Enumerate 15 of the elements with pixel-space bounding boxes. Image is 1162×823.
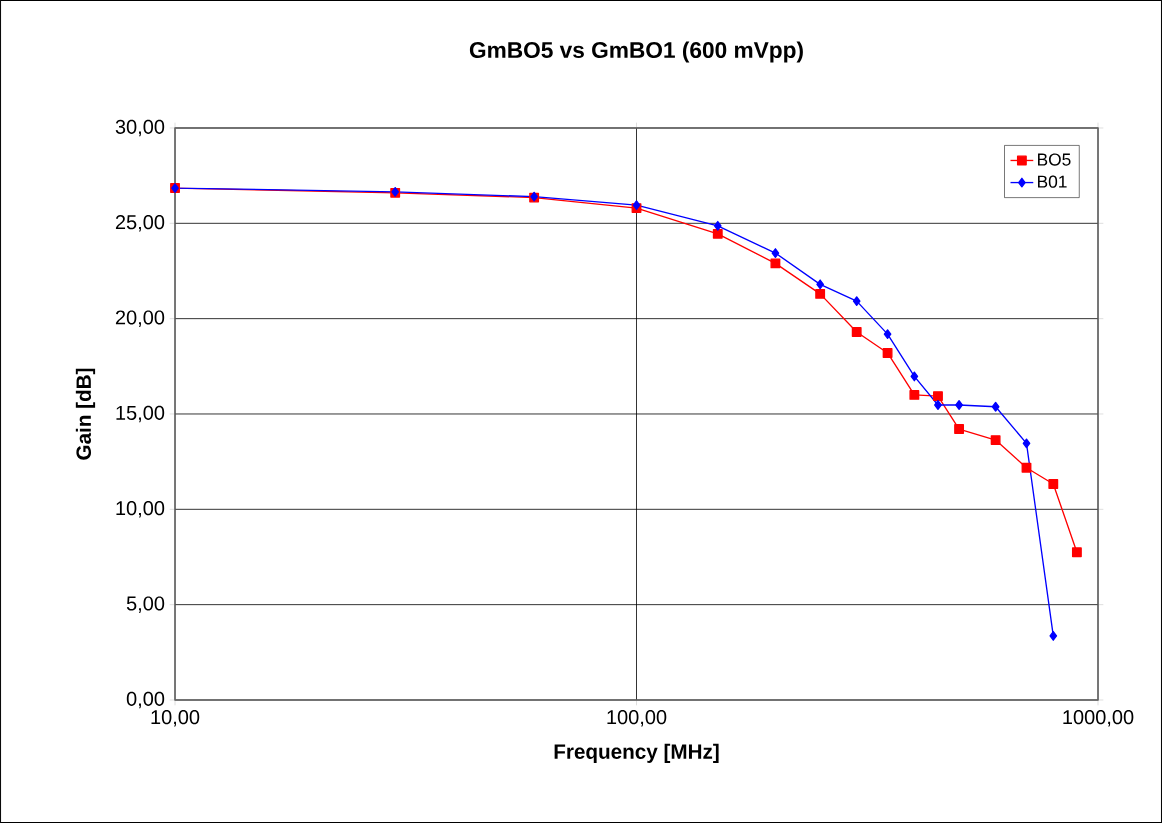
y-tick-label: 10,00: [116, 501, 165, 518]
y-axis-title: Gain [dB]: [75, 368, 96, 460]
x-tick-label: 10,00: [151, 710, 200, 727]
y-tick-label: 5,00: [126, 596, 165, 613]
y-tick-label: 20,00: [115, 310, 165, 327]
legend-label: B01: [1038, 175, 1067, 188]
y-tick-label: 15,00: [116, 405, 165, 423]
chart-title: GmBO5 vs GmBO1 (600 mVpp): [469, 41, 803, 63]
x-axis-title: Frequency [MHz]: [554, 743, 719, 763]
y-tick-label: 30,00: [115, 119, 165, 137]
legend-label: BO5: [1038, 153, 1071, 166]
x-tick-label: 100,00: [607, 710, 667, 727]
x-tick-label: 1000,00: [1063, 710, 1134, 727]
y-tick-label: 0,00: [126, 691, 165, 709]
y-tick-label: 25,00: [115, 215, 165, 232]
